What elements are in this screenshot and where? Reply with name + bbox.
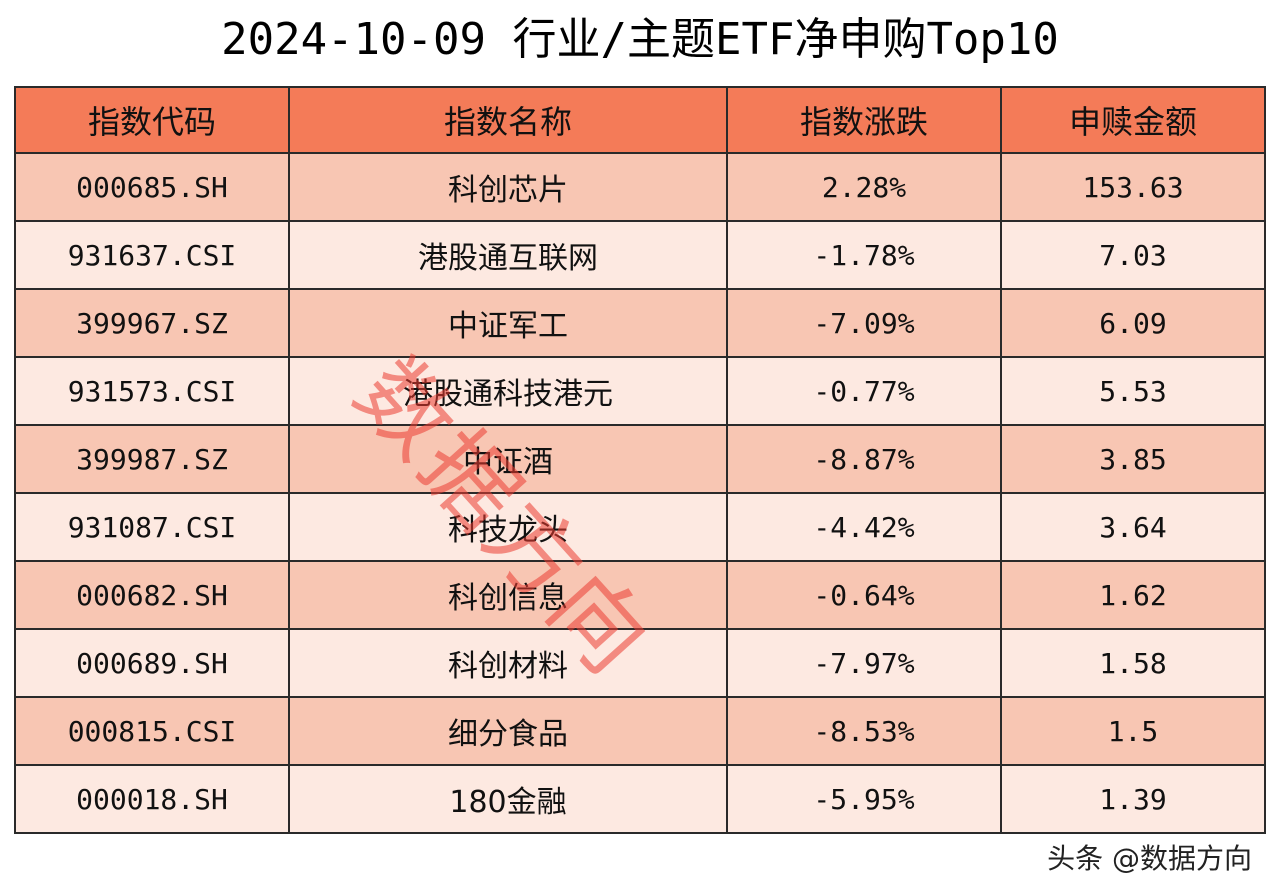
cell-name: 中证军工 xyxy=(288,288,728,358)
cell-amount: 1.39 xyxy=(1000,764,1266,834)
table-header-row: 指数代码 指数名称 指数涨跌 申赎金额 xyxy=(14,86,1266,154)
cell-amount: 1.58 xyxy=(1000,628,1266,698)
cell-amount: 7.03 xyxy=(1000,220,1266,290)
cell-name: 港股通互联网 xyxy=(288,220,728,290)
cell-change: -0.64% xyxy=(726,560,1002,630)
cell-code: 931573.CSI xyxy=(14,356,290,426)
cell-change: -7.97% xyxy=(726,628,1002,698)
cell-code: 000689.SH xyxy=(14,628,290,698)
table-row: 931573.CSI 港股通科技港元 -0.77% 5.53 xyxy=(14,356,1266,426)
cell-change: -5.95% xyxy=(726,764,1002,834)
cell-code: 000685.SH xyxy=(14,152,290,222)
cell-code: 000815.CSI xyxy=(14,696,290,766)
etf-table: 指数代码 指数名称 指数涨跌 申赎金额 000685.SH 科创芯片 2.28%… xyxy=(14,86,1266,834)
header-amount: 申赎金额 xyxy=(1000,86,1266,154)
cell-name: 科创材料 xyxy=(288,628,728,698)
table-row: 000685.SH 科创芯片 2.28% 153.63 xyxy=(14,152,1266,222)
cell-code: 931637.CSI xyxy=(14,220,290,290)
cell-change: -8.87% xyxy=(726,424,1002,494)
cell-change: -7.09% xyxy=(726,288,1002,358)
cell-amount: 153.63 xyxy=(1000,152,1266,222)
cell-name: 科创信息 xyxy=(288,560,728,630)
cell-code: 399987.SZ xyxy=(14,424,290,494)
table-row: 000018.SH 180金融 -5.95% 1.39 xyxy=(14,764,1266,834)
cell-name: 港股通科技港元 xyxy=(288,356,728,426)
cell-name: 细分食品 xyxy=(288,696,728,766)
table-row: 931637.CSI 港股通互联网 -1.78% 7.03 xyxy=(14,220,1266,290)
cell-amount: 3.85 xyxy=(1000,424,1266,494)
cell-change: -1.78% xyxy=(726,220,1002,290)
header-change: 指数涨跌 xyxy=(726,86,1002,154)
cell-change: -4.42% xyxy=(726,492,1002,562)
header-code: 指数代码 xyxy=(14,86,290,154)
cell-amount: 1.62 xyxy=(1000,560,1266,630)
cell-name: 科创芯片 xyxy=(288,152,728,222)
page-title: 2024-10-09 行业/主题ETF净申购Top10 xyxy=(221,14,1059,65)
cell-amount: 3.64 xyxy=(1000,492,1266,562)
source-credit: 头条 @数据方向 xyxy=(1047,842,1252,875)
table-row: 000682.SH 科创信息 -0.64% 1.62 xyxy=(14,560,1266,630)
table-row: 399987.SZ 中证酒 -8.87% 3.85 xyxy=(14,424,1266,494)
cell-amount: 5.53 xyxy=(1000,356,1266,426)
cell-name: 180金融 xyxy=(288,764,728,834)
cell-code: 000018.SH xyxy=(14,764,290,834)
table-row: 399967.SZ 中证军工 -7.09% 6.09 xyxy=(14,288,1266,358)
cell-name: 中证酒 xyxy=(288,424,728,494)
table-row: 000689.SH 科创材料 -7.97% 1.58 xyxy=(14,628,1266,698)
cell-change: -0.77% xyxy=(726,356,1002,426)
table-row: 931087.CSI 科技龙头 -4.42% 3.64 xyxy=(14,492,1266,562)
cell-amount: 6.09 xyxy=(1000,288,1266,358)
cell-code: 931087.CSI xyxy=(14,492,290,562)
cell-change: -8.53% xyxy=(726,696,1002,766)
cell-code: 000682.SH xyxy=(14,560,290,630)
cell-amount: 1.5 xyxy=(1000,696,1266,766)
cell-code: 399967.SZ xyxy=(14,288,290,358)
table-row: 000815.CSI 细分食品 -8.53% 1.5 xyxy=(14,696,1266,766)
header-name: 指数名称 xyxy=(288,86,728,154)
cell-name: 科技龙头 xyxy=(288,492,728,562)
cell-change: 2.28% xyxy=(726,152,1002,222)
